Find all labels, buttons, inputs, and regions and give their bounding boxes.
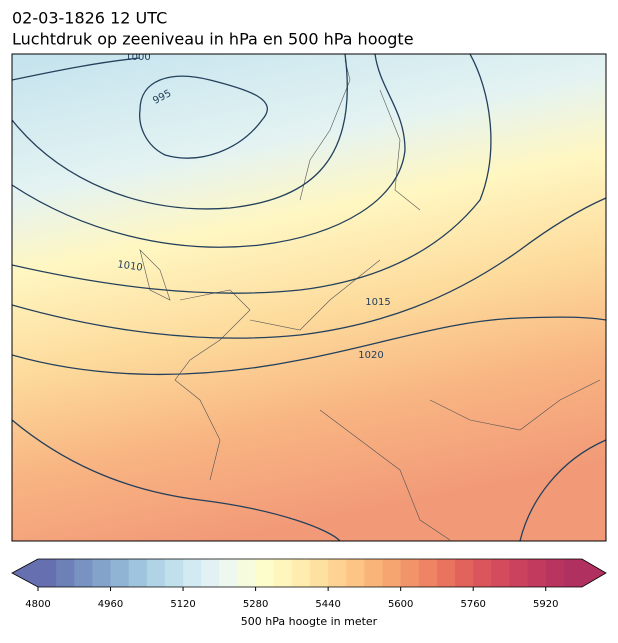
colorbar-band <box>237 559 257 587</box>
map: 1000 995 1010 1015 1020 <box>12 52 606 541</box>
colorbar-band <box>92 559 112 587</box>
colorbar-band <box>74 559 93 587</box>
colorbar-extend-max <box>582 559 606 587</box>
colorbar-outline <box>11 558 607 588</box>
colorbar-tick-label: 5440 <box>315 599 340 610</box>
colorbar-band <box>110 559 130 587</box>
colorbar-band <box>382 559 402 587</box>
colorbar-extend-min <box>12 559 38 587</box>
colorbar-band <box>436 559 456 587</box>
colorbar-band <box>255 559 275 587</box>
subtitle: Luchtdruk op zeeniveau in hPa en 500 hPa… <box>12 30 414 49</box>
colorbar-band <box>219 559 238 587</box>
colorbar-band <box>364 559 384 587</box>
colorbar: 4800 4960 5120 5280 5440 5600 5760 5920 <box>11 558 607 610</box>
colorbar-band <box>128 559 148 587</box>
colorbar-band <box>38 559 57 587</box>
colorbar-band <box>491 559 510 587</box>
colorbar-band <box>545 559 565 587</box>
colorbar-band <box>455 559 474 587</box>
colorbar-band <box>310 559 329 587</box>
map-frame <box>11 53 607 542</box>
colorbar-band <box>201 559 220 587</box>
colorbar-band <box>473 559 492 587</box>
contour-label: 1020 <box>358 350 383 361</box>
colorbar-band <box>328 559 347 587</box>
colorbar-band <box>527 559 547 587</box>
contour-label: 1010 <box>117 259 144 273</box>
colorbar-tick-label: 4800 <box>25 599 50 610</box>
colorbar-band <box>346 559 365 587</box>
colorbar-tick-label: 5120 <box>170 599 195 610</box>
colorbar-band <box>509 559 529 587</box>
contour-label: 1015 <box>365 297 390 308</box>
colorbar-tick-label: 5920 <box>533 599 558 610</box>
colorbar-tick-label: 5600 <box>388 599 413 610</box>
colorbar-band <box>563 559 583 587</box>
colorbar-band <box>273 559 293 587</box>
colorbar-band <box>400 559 420 587</box>
colorbar-band <box>56 559 75 587</box>
contour-label: 1000 <box>125 52 150 63</box>
colorbar-tick-label: 5280 <box>243 599 268 610</box>
colorbar-tick-label: 4960 <box>98 599 123 610</box>
colorbar-label: 500 hPa hoogte in meter <box>241 615 378 628</box>
colorbar-band <box>183 559 202 587</box>
colorbar-band <box>164 559 184 587</box>
title: 02-03-1826 12 UTC <box>12 9 167 28</box>
colorbar-band <box>146 559 166 587</box>
colorbar-band <box>418 559 438 587</box>
colorbar-band <box>291 559 311 587</box>
colorbar-tick-label: 5760 <box>460 599 485 610</box>
